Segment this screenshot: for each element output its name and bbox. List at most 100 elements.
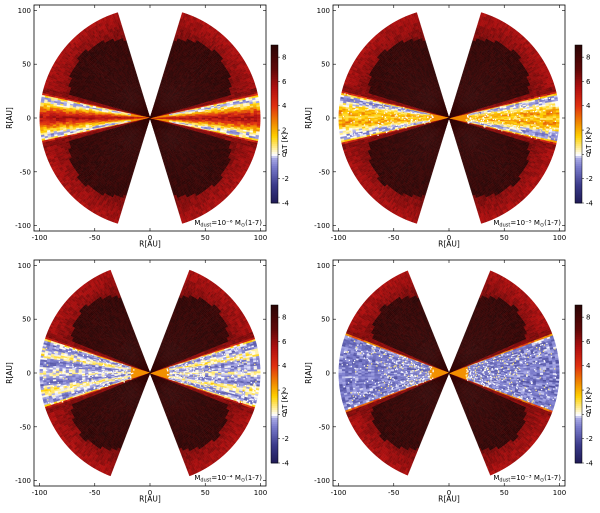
x-axis-label: R[AU] (139, 240, 161, 249)
disk-image (39, 269, 261, 477)
colorbar-label: ΔT [K] (585, 132, 593, 154)
y-tick-label: -100 (314, 222, 330, 230)
x-tick-label: -100 (32, 234, 48, 242)
colorbar-tick-label: -2 (586, 435, 593, 443)
panel-top-right: -100 -50 0 50 100 100 50 0 -50 -100 R[AU] R[AU] Mdus… (304, 4, 594, 249)
x-tick-label: 0 (148, 489, 152, 497)
y-axis-label: R[AU] (5, 107, 14, 129)
colorbar-tick-label: 8 (282, 54, 286, 62)
x-tick-label: -50 (388, 489, 399, 497)
x-tick-label: 0 (447, 489, 451, 497)
colorbar-tick-label: -4 (282, 199, 290, 207)
colorbar: 8 6 4 2 0 -2 -4 ΔT [K] (574, 44, 594, 207)
x-tick-label: 100 (254, 489, 267, 497)
colorbar-tick-label: -4 (282, 459, 290, 467)
colorbar-tick-label: 4 (586, 102, 591, 110)
y-tick-label: 50 (22, 61, 31, 69)
x-tick-label: -50 (388, 234, 399, 242)
colorbar-tick-label: 2 (586, 386, 590, 394)
y-axis-label: R[AU] (5, 362, 14, 384)
colorbar-frame (574, 44, 583, 204)
colorbar-tick-label: 6 (282, 338, 287, 346)
colorbar: 8 6 4 2 0 -2 -4 ΔT [K] (270, 304, 290, 467)
x-tick-label: -50 (89, 489, 100, 497)
colorbar-tick-label: -4 (586, 459, 594, 467)
x-axis-label: R[AU] (438, 240, 460, 249)
y-tick-label: -100 (15, 222, 31, 230)
x-tick-label: 0 (148, 234, 152, 242)
colorbar-frame (574, 304, 583, 464)
y-tick-label: -50 (319, 168, 330, 176)
mass-annotation: Mdust=10⁻⁵ M⊙(1-7) (493, 219, 561, 229)
x-tick-label: -100 (331, 489, 347, 497)
colorbar: 8 6 4 2 0 -2 -4 ΔT [K] (270, 44, 290, 207)
mass-annotation: Mdust=10⁻⁴ M⊙(1-7) (194, 474, 262, 484)
colorbar-tick-label: 8 (586, 54, 590, 62)
x-axis-label: R[AU] (139, 495, 161, 504)
colorbar-tick-label: 6 (586, 78, 591, 86)
y-tick-label: 0 (326, 370, 330, 378)
disk-image (39, 12, 261, 224)
y-tick-label: 100 (18, 7, 31, 15)
colorbar-label: ΔT [K] (281, 132, 289, 154)
colorbar-tick-label: -2 (282, 435, 289, 443)
panel-top-left: -100 -50 0 50 100 100 50 0 -50 -100 R[AU] R[AU] Mdus… (5, 4, 290, 249)
y-tick-label: 50 (321, 61, 330, 69)
x-tick-label: 50 (500, 489, 509, 497)
colorbar-tick-label: 6 (586, 338, 591, 346)
y-tick-label: -50 (20, 423, 31, 431)
x-tick-label: -100 (32, 489, 48, 497)
colorbar-tick-label: 4 (586, 362, 591, 370)
colorbar-tick-label: 0 (586, 411, 590, 419)
disk-image (338, 12, 560, 224)
x-tick-label: 50 (201, 234, 210, 242)
colorbar: 8 6 4 2 0 -2 -4 ΔT [K] (574, 304, 594, 467)
colorbar-tick-label: -2 (586, 175, 593, 183)
y-axis-label: R[AU] (304, 362, 313, 384)
colorbar-tick-label: 2 (282, 126, 286, 134)
colorbar-tick-label: 8 (282, 314, 286, 322)
y-tick-label: 0 (27, 115, 31, 123)
y-tick-label: -100 (314, 477, 330, 485)
y-tick-label: 0 (326, 115, 330, 123)
panel-bottom-left: -100 -50 0 50 100 100 50 0 -50 -100 R[AU] R[AU] Mdus… (5, 259, 290, 504)
colorbar-tick-label: 0 (282, 151, 286, 159)
panel-bottom-right: -100 -50 0 50 100 100 50 0 -50 -100 R[AU] R[AU] Mdus… (304, 259, 594, 504)
y-tick-label: 0 (27, 370, 31, 378)
x-tick-label: -50 (89, 234, 100, 242)
colorbar-frame (270, 44, 279, 204)
x-tick-label: 50 (201, 489, 210, 497)
colorbar-label: ΔT [K] (585, 392, 593, 414)
x-tick-label: 100 (254, 234, 267, 242)
colorbar-tick-label: 4 (282, 362, 287, 370)
y-tick-label: -50 (20, 168, 31, 176)
mass-annotation: Mdust=10⁻⁶ M⊙(1-7) (194, 219, 262, 229)
y-tick-label: 50 (22, 316, 31, 324)
mass-annotation: Mdust=10⁻³ M⊙(1-7) (493, 474, 561, 484)
y-tick-label: 100 (18, 262, 31, 270)
x-axis-label: R[AU] (438, 495, 460, 504)
colorbar-tick-label: 8 (586, 314, 590, 322)
y-tick-label: 100 (317, 262, 330, 270)
y-tick-label: 50 (321, 316, 330, 324)
colorbar-tick-label: 2 (282, 386, 286, 394)
y-axis-label: R[AU] (304, 107, 313, 129)
colorbar-tick-label: 6 (282, 78, 287, 86)
colorbar-tick-label: 2 (586, 126, 590, 134)
x-tick-label: 50 (500, 234, 509, 242)
colorbar-frame (270, 304, 279, 464)
colorbar-tick-label: 0 (282, 411, 286, 419)
colorbar-tick-label: 0 (586, 151, 590, 159)
x-tick-label: -100 (331, 234, 347, 242)
colorbar-tick-label: 4 (282, 102, 287, 110)
disk-image (338, 270, 560, 476)
colorbar-label: ΔT [K] (281, 392, 289, 414)
x-tick-label: 0 (447, 234, 451, 242)
y-tick-label: 100 (317, 7, 330, 15)
colorbar-tick-label: -2 (282, 175, 289, 183)
y-tick-label: -100 (15, 477, 31, 485)
colorbar-tick-label: -4 (586, 199, 594, 207)
x-tick-label: 100 (553, 234, 566, 242)
x-tick-label: 100 (553, 489, 566, 497)
